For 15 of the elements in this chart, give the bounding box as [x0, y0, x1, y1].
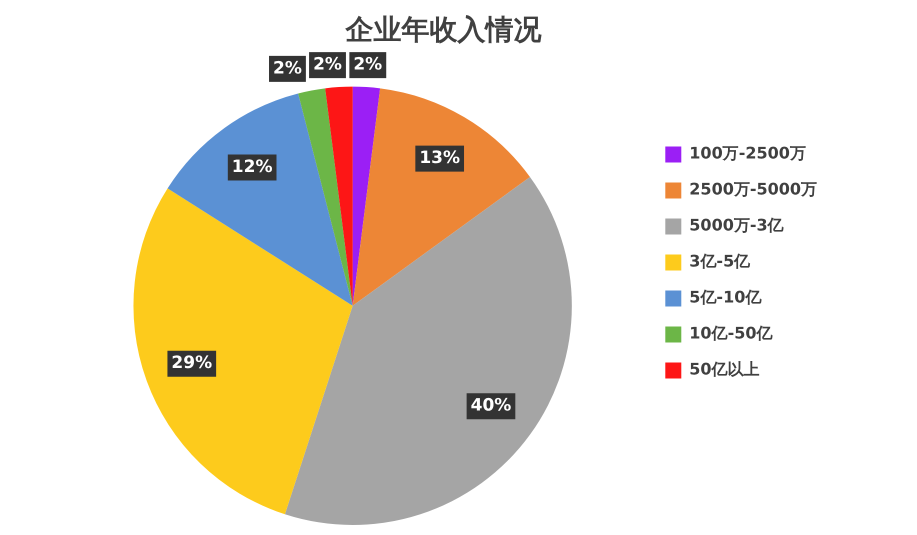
legend-label: 100万-2500万 [689, 144, 806, 163]
data-label: 2% [313, 54, 342, 74]
legend-label: 5亿-10亿 [689, 288, 762, 307]
data-label: 2% [273, 58, 302, 78]
data-label: 13% [419, 148, 460, 168]
data-label: 29% [171, 353, 212, 374]
chart-title: 企业年收入情况 [344, 13, 542, 46]
legend-label: 10亿-50亿 [689, 324, 774, 343]
legend-label: 2500万-5000万 [689, 180, 817, 199]
data-label: 40% [470, 396, 512, 416]
legend-label: 3亿-5亿 [689, 252, 752, 271]
data-label: 2% [353, 54, 382, 74]
legend-label: 50亿以上 [689, 360, 760, 379]
data-label: 12% [232, 156, 273, 177]
legend-label: 5000万-3亿 [689, 216, 785, 235]
